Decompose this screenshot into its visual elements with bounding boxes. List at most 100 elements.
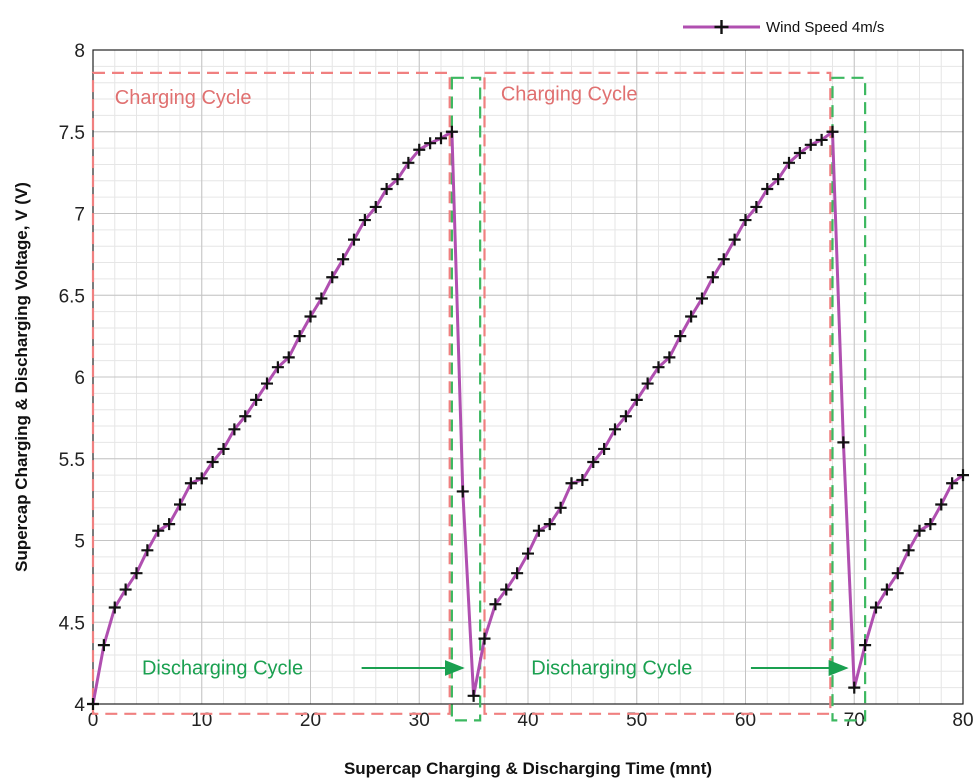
data-point [326,271,339,284]
cycle-boxes [91,71,867,722]
data-point [413,143,426,156]
discharging-cycle-label-1: Discharging Cycle [142,658,303,680]
data-point [511,567,524,580]
data-point [152,524,165,537]
data-point [369,200,382,213]
data-point [728,233,741,246]
data-point [489,598,502,611]
data-point [522,547,534,560]
data-point [674,330,687,343]
data-point [250,393,263,406]
data-point [402,156,415,169]
data-point [935,498,948,511]
data-point [108,601,121,614]
data-point [239,410,252,423]
data-point [706,271,719,284]
data-point [913,524,926,537]
data-point [304,310,317,323]
charging-cycle-label-1: Charging Cycle [115,87,252,109]
data-point [815,133,828,146]
data-point [456,485,469,498]
x-tick-label: 30 [409,710,430,731]
data-point [119,583,132,596]
data-point [195,472,208,485]
data-point [957,469,969,482]
data-point [293,330,306,343]
data-point [924,518,937,531]
data-point [891,567,904,580]
data-point [750,200,763,213]
data-point [391,173,404,186]
charging-cycle-label-2: Charging Cycle [501,84,638,106]
data-point [826,125,839,138]
data-point [97,639,110,652]
data-point [652,361,665,374]
data-point [793,147,806,160]
data-point [174,498,186,511]
data-point [619,410,632,423]
data-point [565,477,578,490]
data-point [880,583,893,596]
data-point [315,292,328,305]
y-tick-label: 6 [74,368,85,389]
x-tick-label: 0 [88,710,99,731]
annotations-layer: Charging Cycle Charging Cycle Discharging … [115,84,849,680]
data-point [467,689,480,702]
data-point [435,132,447,145]
data-point [163,518,176,531]
data-point [641,377,654,390]
data-point [380,182,393,195]
y-axis-label: Supercap Charging & Discharging Voltage,… [12,182,31,572]
data-point [271,361,284,374]
data-point [261,377,273,390]
data-point [848,681,861,694]
data-point [772,173,785,186]
data-point [696,292,708,305]
data-point [717,253,730,266]
legend: Wind Speed 4m/s [683,19,884,36]
data-point [761,182,774,195]
legend-marker-plus [714,20,729,34]
data-point [804,138,817,151]
data-point [130,567,143,580]
data-point [554,501,567,514]
legend-label: Wind Speed 4m/s [766,19,884,36]
data-point [228,423,241,436]
data-point [184,477,197,490]
discharging-cycle-box-1 [450,76,482,722]
data-point [576,474,589,487]
y-tick-label: 7 [74,205,85,226]
data-point [739,214,752,227]
x-tick-label: 60 [735,710,756,731]
data-point [609,423,621,436]
data-point [902,544,915,557]
y-tick-label: 8 [74,41,85,62]
data-point [532,524,545,537]
y-tick-label: 7.5 [59,123,85,144]
data-point [424,137,437,150]
data-point [358,214,371,227]
data-point [87,698,99,710]
data-point [946,477,959,490]
data-point [348,233,360,246]
data-point [837,436,850,449]
data-point [859,639,872,652]
series-layer [87,125,969,710]
x-tick-label: 80 [952,710,973,731]
charging-cycle-box-2 [483,71,832,715]
charging-cycle-box-1 [91,71,451,715]
data-point [217,442,230,455]
data-point [543,518,556,531]
x-tick-label: 20 [300,710,321,731]
data-point [587,456,600,469]
data-point [630,393,643,406]
x-tick-label: 40 [517,710,538,731]
y-tick-label: 4 [74,695,85,716]
data-point [141,544,154,557]
y-tick-label: 5.5 [59,450,85,471]
discharging-cycle-label-2: Discharging Cycle [531,658,692,680]
data-point [663,351,676,364]
data-point [282,351,295,364]
discharging-cycle-box-2 [831,76,867,722]
